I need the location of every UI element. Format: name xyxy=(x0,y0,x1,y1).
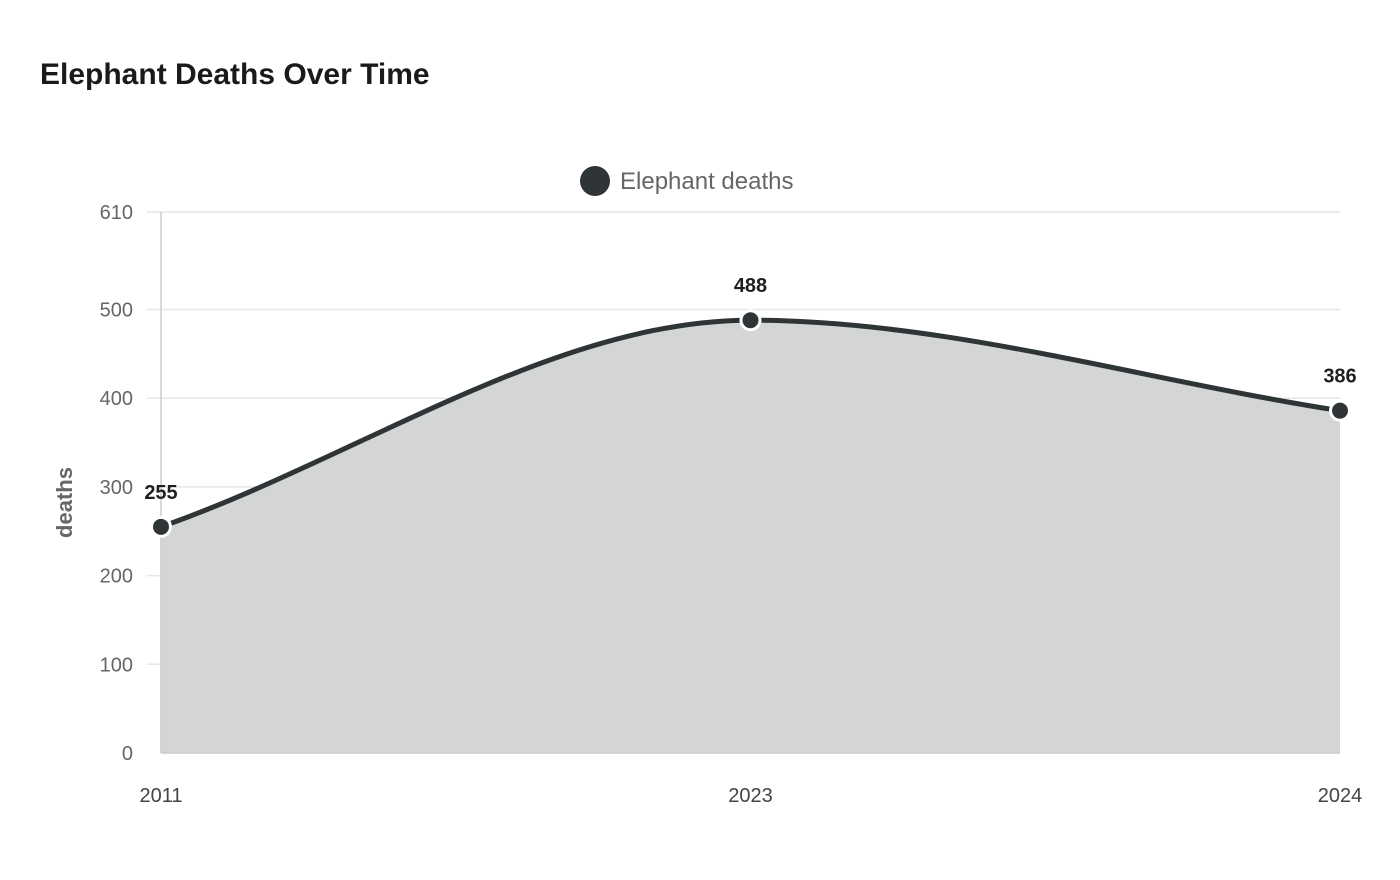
data-point xyxy=(150,515,172,538)
data-points xyxy=(150,309,1351,538)
y-tick-label: 0 xyxy=(122,743,133,765)
series-area xyxy=(161,320,1340,753)
y-tick-label: 500 xyxy=(100,300,133,322)
data-label: 255 xyxy=(144,482,177,504)
x-tick-label: 2024 xyxy=(1318,785,1363,807)
labels: 0 100 200 300 400 500 610 255 2011 488 2023 386 2024… xyxy=(52,202,1362,807)
data-point xyxy=(1329,399,1351,422)
axes xyxy=(160,212,1340,754)
data-point xyxy=(739,309,762,332)
area-layer xyxy=(158,317,1343,753)
y-tick-label: 400 xyxy=(100,388,133,410)
data-label: 386 xyxy=(1323,366,1356,388)
x-tick-label: 2011 xyxy=(139,785,182,807)
chart-title: Elephant Deaths Over Time xyxy=(40,58,430,91)
legend-marker xyxy=(580,166,610,196)
legend-label: Elephant deaths xyxy=(620,168,793,195)
y-tick-label: 100 xyxy=(100,654,133,676)
x-tick-label: 2023 xyxy=(728,785,773,807)
y-tick-label: 200 xyxy=(100,566,133,588)
y-axis-title: deaths xyxy=(52,467,77,538)
y-tick-label: 610 xyxy=(100,202,133,224)
legend[interactable]: Elephant deaths xyxy=(580,166,793,196)
legend-item[interactable]: Elephant deaths xyxy=(580,166,793,196)
data-label: 488 xyxy=(734,275,767,297)
y-tick-label: 300 xyxy=(100,477,133,499)
